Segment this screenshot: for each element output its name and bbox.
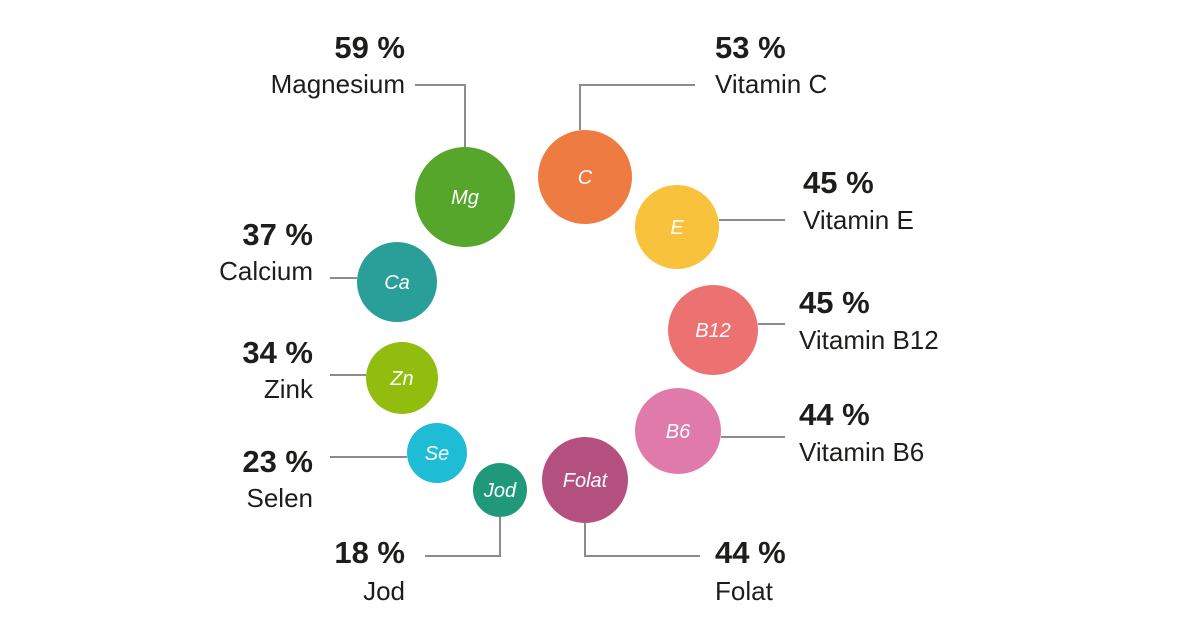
bubble-symbol-se: Se [425, 443, 449, 465]
leader-line-c [579, 84, 695, 130]
bubble-symbol-c: C [578, 167, 593, 189]
nutrient-name-c: Vitamin C [715, 69, 827, 99]
bubble-folat [542, 437, 628, 523]
bubble-symbol-jod: Jod [483, 480, 517, 502]
nutrient-name-b6: Vitamin B6 [799, 437, 924, 467]
bubble-zn [366, 342, 438, 414]
bubble-symbol-ca: Ca [384, 272, 410, 294]
bubble-se [407, 423, 467, 483]
bubble-e [635, 185, 719, 269]
leader-line-jod [425, 517, 501, 557]
bubble-b6 [635, 388, 721, 474]
percent-label-b6: 44 % [799, 397, 870, 432]
bubble-b12 [668, 285, 758, 375]
percent-label-se: 23 % [242, 444, 313, 479]
nutrient-name-jod: Jod [363, 576, 405, 606]
bubble-mg [415, 147, 515, 247]
leader-line-mg [415, 84, 466, 147]
bubble-symbol-e: E [670, 217, 684, 239]
nutrient-name-folat: Folat [715, 576, 774, 606]
percent-label-jod: 18 % [334, 535, 405, 570]
nutrient-name-mg: Magnesium [271, 69, 405, 99]
nutrient-name-e: Vitamin E [803, 205, 914, 235]
nutrient-name-ca: Calcium [219, 256, 313, 286]
bubble-symbol-mg: Mg [451, 187, 479, 209]
percent-label-ca: 37 % [242, 217, 313, 252]
leader-line-folat [584, 523, 700, 557]
percent-label-folat: 44 % [715, 535, 786, 570]
nutrient-name-b12: Vitamin B12 [799, 325, 939, 355]
percent-label-e: 45 % [803, 165, 874, 200]
nutrient-name-se: Selen [247, 483, 314, 513]
bubble-ca [357, 242, 437, 322]
bubble-symbol-zn: Zn [389, 368, 413, 390]
percent-label-zn: 34 % [242, 335, 313, 370]
nutrient-name-zn: Zink [264, 374, 314, 404]
percent-label-mg: 59 % [334, 30, 405, 65]
bubble-symbol-b12: B12 [695, 320, 731, 342]
bubble-symbol-folat: Folat [563, 470, 609, 492]
bubble-c [538, 130, 632, 224]
bubble-jod [473, 463, 527, 517]
bubble-symbol-b6: B6 [666, 421, 691, 443]
percent-label-b12: 45 % [799, 285, 870, 320]
percent-label-c: 53 % [715, 30, 786, 65]
